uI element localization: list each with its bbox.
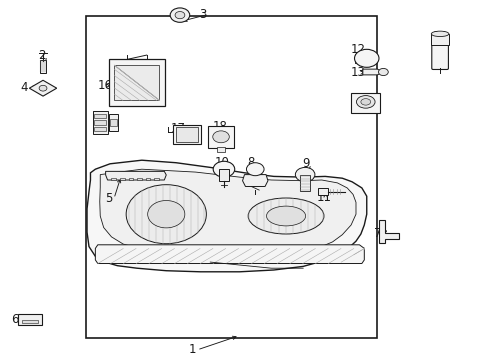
Bar [21, 320, 38, 323]
Text: 3: 3 [199, 8, 206, 21]
Bar [40, 60, 46, 73]
Polygon shape [87, 160, 366, 272]
Polygon shape [378, 220, 398, 243]
Bar [114, 65, 159, 100]
Polygon shape [105, 171, 166, 180]
Text: 5: 5 [105, 192, 112, 205]
Bar [300, 175, 309, 191]
Circle shape [170, 8, 189, 22]
Bar [217, 147, 224, 152]
Bar [93, 111, 107, 134]
Text: 12: 12 [350, 43, 366, 56]
Bar [354, 54, 368, 63]
Ellipse shape [360, 99, 370, 105]
FancyBboxPatch shape [109, 59, 165, 106]
Text: 13: 13 [350, 66, 365, 79]
Text: 19: 19 [92, 111, 107, 123]
Bar [137, 178, 142, 180]
Circle shape [147, 201, 184, 228]
Bar [172, 125, 201, 144]
Polygon shape [100, 169, 355, 256]
Text: 11: 11 [316, 191, 331, 204]
Ellipse shape [212, 131, 229, 143]
Circle shape [246, 163, 264, 176]
Polygon shape [242, 175, 267, 186]
Bar [175, 127, 198, 142]
Ellipse shape [266, 206, 305, 226]
Text: 17: 17 [170, 122, 185, 135]
Text: 15: 15 [350, 94, 365, 107]
Bar [350, 93, 380, 113]
Circle shape [378, 68, 387, 76]
Text: 16: 16 [98, 79, 113, 92]
Text: 10: 10 [214, 156, 228, 169]
Bar [111, 178, 116, 180]
Bar [109, 113, 118, 131]
Bar [94, 127, 106, 131]
Bar [430, 34, 448, 45]
Text: 1: 1 [188, 343, 195, 356]
Bar [154, 178, 159, 180]
Circle shape [354, 49, 378, 67]
Bar [145, 178, 150, 180]
Polygon shape [29, 80, 57, 96]
Circle shape [175, 12, 184, 19]
Text: 2: 2 [38, 49, 45, 62]
Bar [18, 314, 41, 325]
Bar [94, 120, 106, 125]
Text: 9: 9 [302, 157, 309, 170]
Text: 4: 4 [20, 81, 28, 94]
Circle shape [39, 85, 47, 91]
Text: 18: 18 [212, 120, 227, 133]
Circle shape [126, 185, 206, 244]
FancyBboxPatch shape [431, 45, 447, 69]
Bar [85, 16, 376, 338]
Text: 8: 8 [246, 156, 254, 169]
Bar [110, 119, 117, 126]
Bar [317, 188, 327, 195]
Circle shape [213, 161, 234, 177]
Text: 14: 14 [432, 30, 447, 43]
Polygon shape [362, 69, 382, 75]
Text: 6: 6 [11, 313, 18, 326]
Bar [128, 178, 133, 180]
Ellipse shape [430, 31, 448, 36]
Polygon shape [95, 245, 364, 264]
Bar [219, 169, 228, 181]
Text: 7: 7 [373, 227, 381, 240]
Circle shape [295, 167, 314, 182]
Ellipse shape [247, 198, 323, 234]
Bar [208, 126, 233, 148]
Bar [94, 114, 106, 118]
Bar [120, 178, 124, 180]
Ellipse shape [356, 95, 374, 108]
